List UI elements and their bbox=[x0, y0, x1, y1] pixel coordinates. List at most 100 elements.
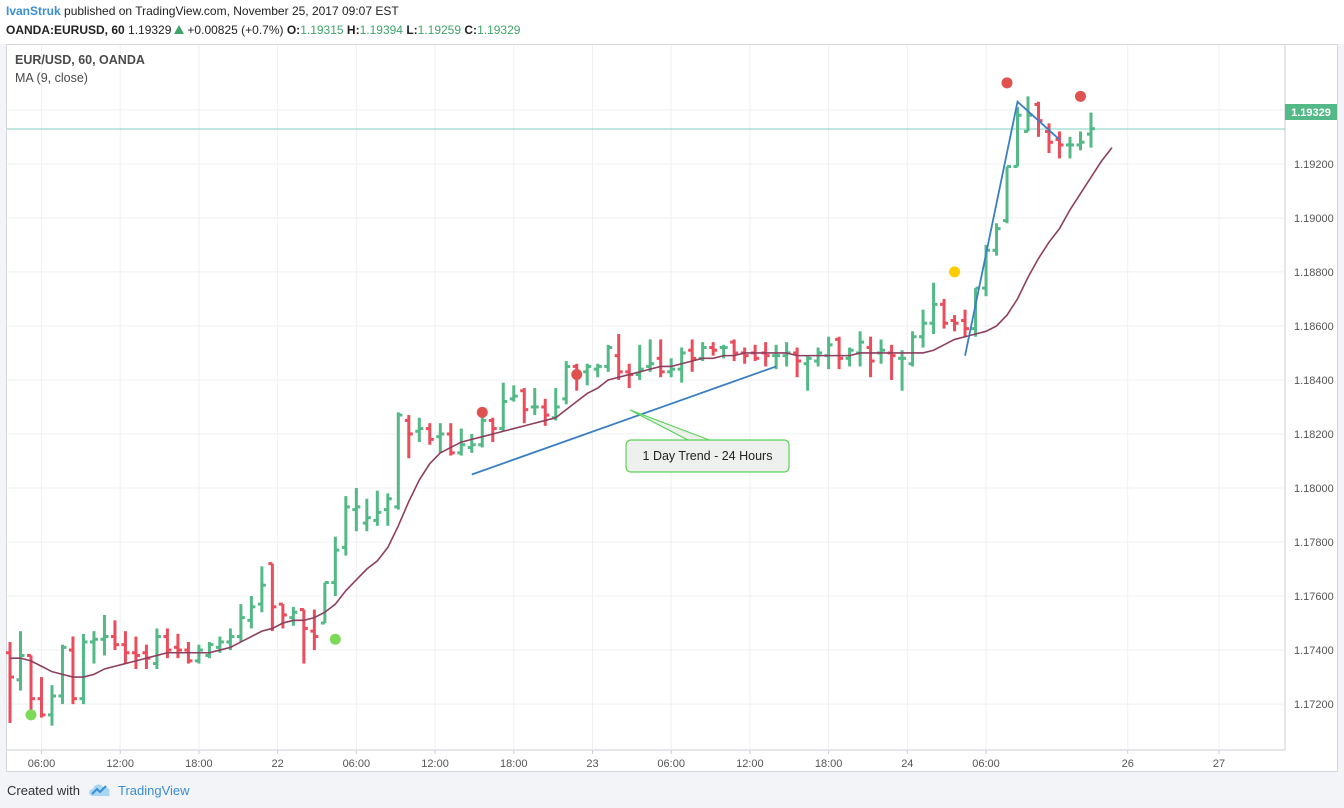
ohlc-bar bbox=[1076, 131, 1085, 151]
high-value: 1.19394 bbox=[359, 23, 403, 37]
ohlc-bar bbox=[866, 336, 875, 378]
ohlc-bar bbox=[226, 628, 235, 651]
ohlc-bar bbox=[793, 347, 802, 378]
ohlc-bar bbox=[919, 309, 928, 348]
y-tick-label: 1.17600 bbox=[1294, 591, 1334, 603]
footer: Created with TradingView bbox=[0, 772, 1344, 808]
callout-text: 1 Day Trend - 24 Hours bbox=[643, 449, 773, 463]
ohlc-bar bbox=[268, 562, 277, 632]
ohlc-bar bbox=[488, 417, 497, 443]
ohlc-bar bbox=[635, 344, 644, 380]
y-tick-label: 1.18600 bbox=[1294, 321, 1334, 333]
open-value: 1.19315 bbox=[300, 23, 344, 37]
signal-dot bbox=[1001, 77, 1013, 89]
x-tick-label: 27 bbox=[1213, 758, 1225, 770]
x-tick-label: 23 bbox=[586, 758, 598, 770]
ohlc-bar bbox=[992, 223, 1001, 256]
last-price: 1.19329 bbox=[128, 23, 172, 37]
grid bbox=[7, 45, 1286, 754]
chart-pane[interactable] bbox=[6, 44, 1338, 772]
ohlc-bar bbox=[646, 339, 655, 372]
low-value: 1.19259 bbox=[417, 23, 462, 37]
price-chart[interactable]: 1.17200 1.17400 1.17600 1.17800 1.18000 1.182… bbox=[0, 0, 1344, 772]
ohlc-bar bbox=[173, 633, 182, 659]
ohlc-bar bbox=[6, 641, 14, 723]
ohlc-bar bbox=[856, 331, 865, 367]
ohlc-bar bbox=[446, 423, 455, 456]
up-arrow-icon bbox=[174, 25, 185, 34]
publish-line: IvanStruk published on TradingView.com, … bbox=[6, 4, 399, 18]
ohlc-bar bbox=[961, 309, 970, 337]
close-label: C: bbox=[464, 23, 478, 37]
ohlc-bar bbox=[824, 336, 833, 370]
ohlc-bar bbox=[1086, 112, 1095, 148]
time-axis[interactable]: 06:00 12:00 18:00 22 06:00 12:00 18:00 23 06:00 1… bbox=[28, 758, 1225, 770]
ohlc-bar bbox=[898, 350, 907, 391]
chart-header: IvanStruk published on TradingView.com, … bbox=[0, 0, 1344, 44]
ohlc-bar bbox=[404, 415, 413, 459]
ohlc-bar bbox=[499, 382, 508, 432]
ohlc-bar bbox=[478, 415, 487, 448]
signal-markers bbox=[25, 77, 1086, 721]
ohlc-bar bbox=[100, 614, 109, 656]
ohlc-bar bbox=[121, 631, 130, 664]
ohlc-bar bbox=[730, 339, 739, 362]
ohlc-bar bbox=[299, 608, 308, 664]
x-tick-label: 24 bbox=[901, 758, 913, 770]
ohlc-bar bbox=[320, 581, 329, 625]
ohlc-bar bbox=[520, 388, 529, 424]
x-tick-label: 18:00 bbox=[500, 758, 528, 770]
trend-lines[interactable] bbox=[471, 100, 1061, 476]
ohlc-bar bbox=[16, 631, 25, 691]
signal-dot bbox=[949, 266, 961, 278]
tradingview-link[interactable]: TradingView bbox=[118, 783, 190, 798]
ohlc-bar bbox=[1013, 107, 1022, 169]
symbol-label: OANDA:EURUSD, 60 bbox=[6, 23, 125, 37]
legend: EUR/USD, 60, OANDA MA (9, close) bbox=[15, 53, 145, 85]
signal-dot bbox=[329, 633, 341, 645]
annotation-callout[interactable]: 1 Day Trend - 24 Hours bbox=[625, 409, 790, 473]
price-tag: 1.19329 bbox=[1285, 104, 1337, 120]
x-tick-label: 26 bbox=[1122, 758, 1134, 770]
ohlc-bar bbox=[562, 361, 571, 405]
signal-dot bbox=[476, 406, 488, 418]
ohlc-bar bbox=[541, 398, 550, 426]
ohlc-bar bbox=[614, 334, 623, 380]
ohlc-bar bbox=[247, 596, 256, 629]
y-tick-label: 1.18400 bbox=[1294, 375, 1334, 387]
y-tick-label: 1.18000 bbox=[1294, 483, 1334, 495]
legend-title: EUR/USD, 60, OANDA bbox=[15, 53, 145, 67]
close-value: 1.19329 bbox=[477, 23, 521, 37]
ohlc-bar bbox=[929, 282, 938, 335]
ohlc-bar bbox=[26, 653, 35, 710]
ohlc-bar bbox=[740, 347, 749, 364]
ohlc-bar bbox=[289, 606, 298, 626]
ohlc-bar bbox=[1055, 131, 1064, 159]
ohlc-bar bbox=[677, 347, 686, 383]
ohlc-bar bbox=[835, 336, 844, 370]
ohlc-bar bbox=[814, 347, 823, 367]
author-link[interactable]: IvanStruk bbox=[6, 4, 61, 18]
published-text: published on TradingView.com, November 2… bbox=[64, 4, 399, 18]
y-tick-label: 1.17400 bbox=[1294, 645, 1334, 657]
callout-box bbox=[625, 439, 790, 473]
x-tick-label: 12:00 bbox=[736, 758, 764, 770]
trend-line bbox=[471, 365, 777, 476]
ohlc-bar bbox=[950, 315, 959, 332]
ohlc-bar bbox=[415, 417, 424, 443]
ohlc-bar bbox=[362, 498, 371, 532]
ohlc-bar bbox=[761, 342, 770, 367]
y-tick-label: 1.17200 bbox=[1294, 699, 1334, 711]
ohlc-bar bbox=[1045, 123, 1054, 154]
price-axis[interactable]: 1.17200 1.17400 1.17600 1.17800 1.18000 1.182… bbox=[1294, 105, 1334, 711]
ohlc-bar bbox=[110, 620, 119, 651]
ohlc-bar bbox=[667, 358, 676, 378]
ohlc-bar bbox=[509, 385, 518, 402]
ohlc-bars bbox=[6, 96, 1095, 726]
ohlc-bar bbox=[205, 641, 214, 659]
signal-dot bbox=[25, 709, 37, 721]
ohlc-bar bbox=[425, 423, 434, 445]
ohlc-bar bbox=[436, 423, 445, 453]
x-tick-label: 12:00 bbox=[421, 758, 449, 770]
x-tick-label: 06:00 bbox=[28, 758, 56, 770]
